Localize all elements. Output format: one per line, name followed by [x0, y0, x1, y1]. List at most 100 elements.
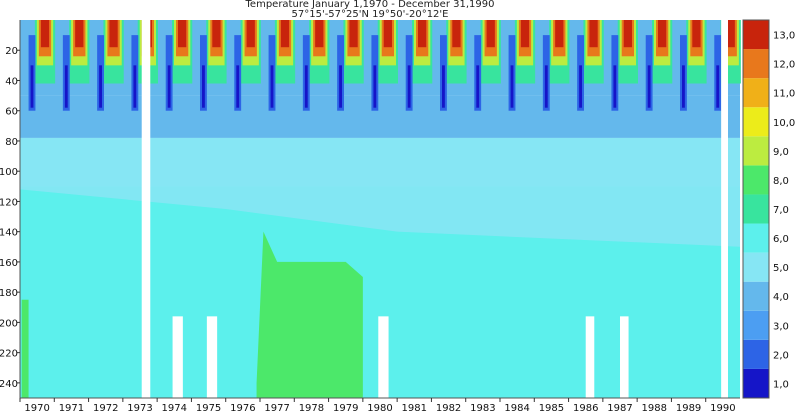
data-gap [620, 316, 629, 398]
summer-surface-max [623, 20, 632, 48]
winter-cold-core [64, 65, 68, 108]
summer-surface-max [589, 20, 598, 48]
deep-warm-intrusion [256, 231, 363, 398]
winter-cold-core [99, 65, 102, 108]
x-tick-label: 1976 [230, 403, 255, 414]
colorbar-swatch [743, 165, 769, 195]
summer-surface-max [452, 20, 461, 48]
colorbar-swatch [743, 310, 769, 340]
summer-surface-max [212, 20, 221, 48]
winter-cold-core [579, 65, 582, 108]
y-tick-label: 40 [5, 76, 18, 87]
winter-cold-core [716, 65, 720, 108]
summer-surface-max [109, 20, 118, 48]
y-tick-label: 180 [0, 288, 18, 299]
x-tick-label: 1979 [333, 403, 358, 414]
y-tick-label: 100 [0, 167, 18, 178]
summer-surface-max [75, 20, 84, 48]
winter-cold-core [236, 65, 240, 108]
x-tick-label: 1990 [710, 403, 735, 414]
winter-cold-core [544, 65, 548, 108]
summer-surface-max [315, 20, 324, 48]
winter-cold-core [682, 65, 685, 108]
y-tick-label: 80 [5, 137, 18, 148]
x-tick-label: 1980 [367, 403, 392, 414]
depth-band [20, 95, 740, 138]
summer-surface-max [418, 20, 427, 48]
colorbar-label: 4,0 [773, 292, 789, 303]
colorbar-label: 7,0 [773, 205, 789, 216]
x-tick-label: 1971 [59, 403, 84, 414]
x-tick-label: 1977 [264, 403, 289, 414]
summer-surface-max [280, 20, 290, 48]
data-gap [206, 316, 218, 398]
colorbar-label: 11,0 [773, 89, 795, 100]
summer-surface-max [658, 20, 667, 48]
x-tick-label: 1982 [436, 403, 461, 414]
colorbar-label: 9,0 [773, 147, 789, 158]
x-tick-label: 1986 [573, 403, 598, 414]
winter-cold-core [613, 65, 617, 108]
summer-surface-max [692, 20, 701, 48]
x-tick-label: 1973 [127, 403, 152, 414]
colorbar-swatch [743, 136, 769, 166]
data-gap [585, 316, 595, 398]
colorbar-swatch [743, 49, 769, 79]
x-tick-label: 1985 [539, 403, 564, 414]
x-tick-label: 1981 [402, 403, 427, 414]
x-tick-label: 1978 [299, 403, 324, 414]
summer-surface-max [40, 20, 50, 48]
y-tick-label: 220 [0, 349, 18, 360]
winter-cold-core [167, 65, 171, 108]
winter-cold-core [304, 65, 308, 108]
data-gap [378, 316, 389, 398]
colorbar-swatch [743, 20, 769, 50]
winter-cold-core [202, 65, 205, 108]
colorbar-label: 6,0 [773, 234, 789, 245]
deep-warm-patch [21, 299, 29, 398]
colorbar-label: 2,0 [773, 350, 789, 361]
x-tick-label: 1984 [504, 403, 529, 414]
y-tick-label: 200 [0, 318, 18, 329]
summer-surface-max [726, 20, 735, 48]
winter-cold-core [373, 65, 377, 108]
winter-cold-core [30, 65, 34, 108]
x-tick-label: 1983 [470, 403, 495, 414]
colorbar-label: 5,0 [773, 263, 789, 274]
summer-surface-max [555, 20, 564, 48]
x-tick-label: 1989 [676, 403, 701, 414]
data-gap [141, 20, 151, 398]
x-tick-label: 1970 [24, 403, 49, 414]
summer-surface-max [178, 20, 187, 48]
colorbar-label: 10,0 [773, 118, 795, 129]
winter-cold-core [133, 65, 137, 108]
y-tick-label: 60 [5, 107, 18, 118]
colorbar-label: 1,0 [773, 379, 789, 390]
colorbar-swatch [743, 368, 769, 398]
colorbar-label: 3,0 [773, 321, 789, 332]
colorbar-swatch [743, 223, 769, 253]
summer-surface-max [246, 20, 255, 48]
winter-cold-core [270, 65, 274, 108]
colorbar-swatch [743, 281, 769, 311]
winter-cold-core [339, 65, 342, 108]
x-tick-label: 1987 [607, 403, 632, 414]
colorbar-swatch [743, 78, 769, 108]
colorbar-swatch [743, 339, 769, 369]
x-tick-label: 1988 [642, 403, 667, 414]
y-tick-label: 140 [0, 228, 18, 239]
data-gap [172, 316, 183, 398]
colorbar-swatch [743, 252, 769, 282]
summer-surface-max [383, 20, 392, 48]
colorbar-label: 8,0 [773, 176, 789, 187]
colorbar-label: 12,0 [773, 60, 795, 71]
summer-surface-max [520, 20, 530, 48]
chart-title: Temperature January 1,1970 - December 31… [245, 0, 495, 10]
y-tick-label: 20 [5, 46, 18, 57]
y-tick-label: 120 [0, 197, 18, 208]
data-gap [721, 20, 728, 398]
intermediate-layer [20, 143, 740, 247]
colorbar-swatch [743, 194, 769, 224]
